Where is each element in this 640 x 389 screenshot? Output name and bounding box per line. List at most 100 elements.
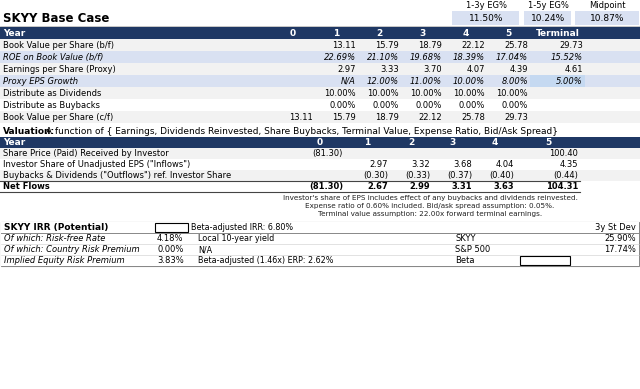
Bar — [524, 11, 571, 25]
Text: 4.39: 4.39 — [509, 65, 528, 74]
Text: 2: 2 — [376, 28, 383, 37]
Text: 3.32: 3.32 — [412, 160, 430, 169]
Text: 8.01%: 8.01% — [156, 223, 187, 232]
Bar — [1, 255, 639, 266]
Text: 22.69%: 22.69% — [324, 53, 356, 61]
Text: 3.83%: 3.83% — [157, 256, 184, 265]
Bar — [575, 11, 639, 25]
Text: 10.00%: 10.00% — [410, 89, 442, 98]
Text: SKYY Base Case: SKYY Base Case — [3, 12, 109, 25]
Text: Net Flows: Net Flows — [3, 182, 50, 191]
Bar — [0, 137, 640, 148]
Text: 2.97: 2.97 — [337, 65, 356, 74]
Text: Of which: Risk-free Rate: Of which: Risk-free Rate — [4, 234, 106, 243]
Text: Beta-adjusted IRR: 6.80%: Beta-adjusted IRR: 6.80% — [191, 223, 293, 232]
Text: Proxy EPS Growth: Proxy EPS Growth — [3, 77, 78, 86]
Text: A function of { Earnings, Dividends Reinvested, Share Buybacks, Terminal Value, : A function of { Earnings, Dividends Rein… — [43, 127, 558, 136]
Text: 10.00%: 10.00% — [324, 89, 356, 98]
Text: 10.87%: 10.87% — [590, 14, 625, 23]
Text: 0: 0 — [289, 28, 296, 37]
Text: Year: Year — [3, 28, 25, 37]
Text: Buybacks & Dividends ("Outflows") ref. Investor Share: Buybacks & Dividends ("Outflows") ref. I… — [3, 171, 231, 180]
Text: 12.00%: 12.00% — [367, 77, 399, 86]
Text: Book Value per Share (b/f): Book Value per Share (b/f) — [3, 40, 114, 49]
Bar — [0, 27, 640, 39]
Text: 29.73: 29.73 — [504, 112, 528, 121]
Text: 3y St Dev: 3y St Dev — [595, 223, 636, 232]
Text: 10.24%: 10.24% — [531, 14, 565, 23]
Text: 29.73: 29.73 — [559, 40, 583, 49]
Text: 4.07: 4.07 — [467, 65, 485, 74]
Text: 10.00%: 10.00% — [453, 77, 485, 86]
Bar — [0, 63, 640, 75]
Text: 21.10%: 21.10% — [367, 53, 399, 61]
Text: 15.79: 15.79 — [375, 40, 399, 49]
Text: 1-5y EG%: 1-5y EG% — [527, 0, 568, 9]
Text: Beta: Beta — [455, 256, 474, 265]
Text: 3.31: 3.31 — [451, 182, 472, 191]
Text: 1: 1 — [333, 28, 340, 37]
Text: 3: 3 — [450, 138, 456, 147]
Text: 25.78: 25.78 — [461, 112, 485, 121]
Text: Distribute as Dividends: Distribute as Dividends — [3, 89, 101, 98]
Text: Midpoint: Midpoint — [589, 0, 626, 9]
Bar — [155, 223, 188, 232]
Bar — [1, 222, 639, 233]
Text: 100.40: 100.40 — [549, 149, 578, 158]
Text: 5: 5 — [545, 138, 551, 147]
Bar — [520, 256, 570, 265]
Text: 18.39%: 18.39% — [453, 53, 485, 61]
Text: 18.79: 18.79 — [418, 40, 442, 49]
Text: 3.63: 3.63 — [493, 182, 514, 191]
Text: 0.00%: 0.00% — [157, 245, 184, 254]
Text: 22.12: 22.12 — [419, 112, 442, 121]
Text: 17.04%: 17.04% — [496, 53, 528, 61]
Text: 0.00%: 0.00% — [330, 100, 356, 109]
Bar — [0, 111, 640, 123]
Text: 4.04: 4.04 — [495, 160, 514, 169]
Text: Earnings per Share (Proxy): Earnings per Share (Proxy) — [3, 65, 116, 74]
Text: (0.40): (0.40) — [489, 171, 514, 180]
Text: Investor's share of EPS includes effect of any buybacks and dividends reinvested: Investor's share of EPS includes effect … — [283, 195, 577, 201]
Text: 2: 2 — [408, 138, 414, 147]
Bar — [0, 99, 640, 111]
Text: 13.11: 13.11 — [332, 40, 356, 49]
Text: 0.00%: 0.00% — [415, 100, 442, 109]
Text: 8.00%: 8.00% — [501, 77, 528, 86]
Text: 4.61: 4.61 — [564, 65, 583, 74]
Text: 0.00%: 0.00% — [502, 100, 528, 109]
Text: 104.31: 104.31 — [546, 182, 578, 191]
Text: 22.12: 22.12 — [461, 40, 485, 49]
Bar — [452, 11, 519, 25]
Bar — [0, 126, 640, 137]
Text: N/A: N/A — [341, 77, 356, 86]
Bar — [0, 0, 640, 30]
Text: Implied Equity Risk Premium: Implied Equity Risk Premium — [4, 256, 125, 265]
Text: Terminal: Terminal — [536, 28, 579, 37]
Bar — [1, 244, 639, 255]
Bar — [530, 75, 585, 87]
Text: (0.33): (0.33) — [405, 171, 430, 180]
Text: 1.46x: 1.46x — [533, 256, 557, 265]
Text: ROE on Book Value (b/f): ROE on Book Value (b/f) — [3, 53, 104, 61]
Bar — [0, 87, 640, 99]
Text: 2.99: 2.99 — [410, 182, 430, 191]
Text: Investor Share of Unadjusted EPS ("Inflows"): Investor Share of Unadjusted EPS ("Inflo… — [3, 160, 190, 169]
Text: 15.52%: 15.52% — [551, 53, 583, 61]
Text: SKYY IRR (Potential): SKYY IRR (Potential) — [4, 223, 108, 232]
Text: 2.67: 2.67 — [367, 182, 388, 191]
Text: (0.44): (0.44) — [553, 171, 578, 180]
Text: 15.79: 15.79 — [332, 112, 356, 121]
Text: 0.00%: 0.00% — [372, 100, 399, 109]
Text: 4: 4 — [462, 28, 468, 37]
Text: Local 10-year yield: Local 10-year yield — [198, 234, 275, 243]
Text: Beta-adjusted (1.46x) ERP: 2.62%: Beta-adjusted (1.46x) ERP: 2.62% — [198, 256, 333, 265]
Bar — [0, 159, 640, 170]
Text: Book Value per Share (c/f): Book Value per Share (c/f) — [3, 112, 113, 121]
Text: 11.50%: 11.50% — [468, 14, 503, 23]
Text: Distribute as Buybacks: Distribute as Buybacks — [3, 100, 100, 109]
Bar — [0, 148, 640, 159]
Text: (0.30): (0.30) — [363, 171, 388, 180]
Text: S&P 500: S&P 500 — [455, 245, 490, 254]
Text: 5.00%: 5.00% — [556, 77, 583, 86]
